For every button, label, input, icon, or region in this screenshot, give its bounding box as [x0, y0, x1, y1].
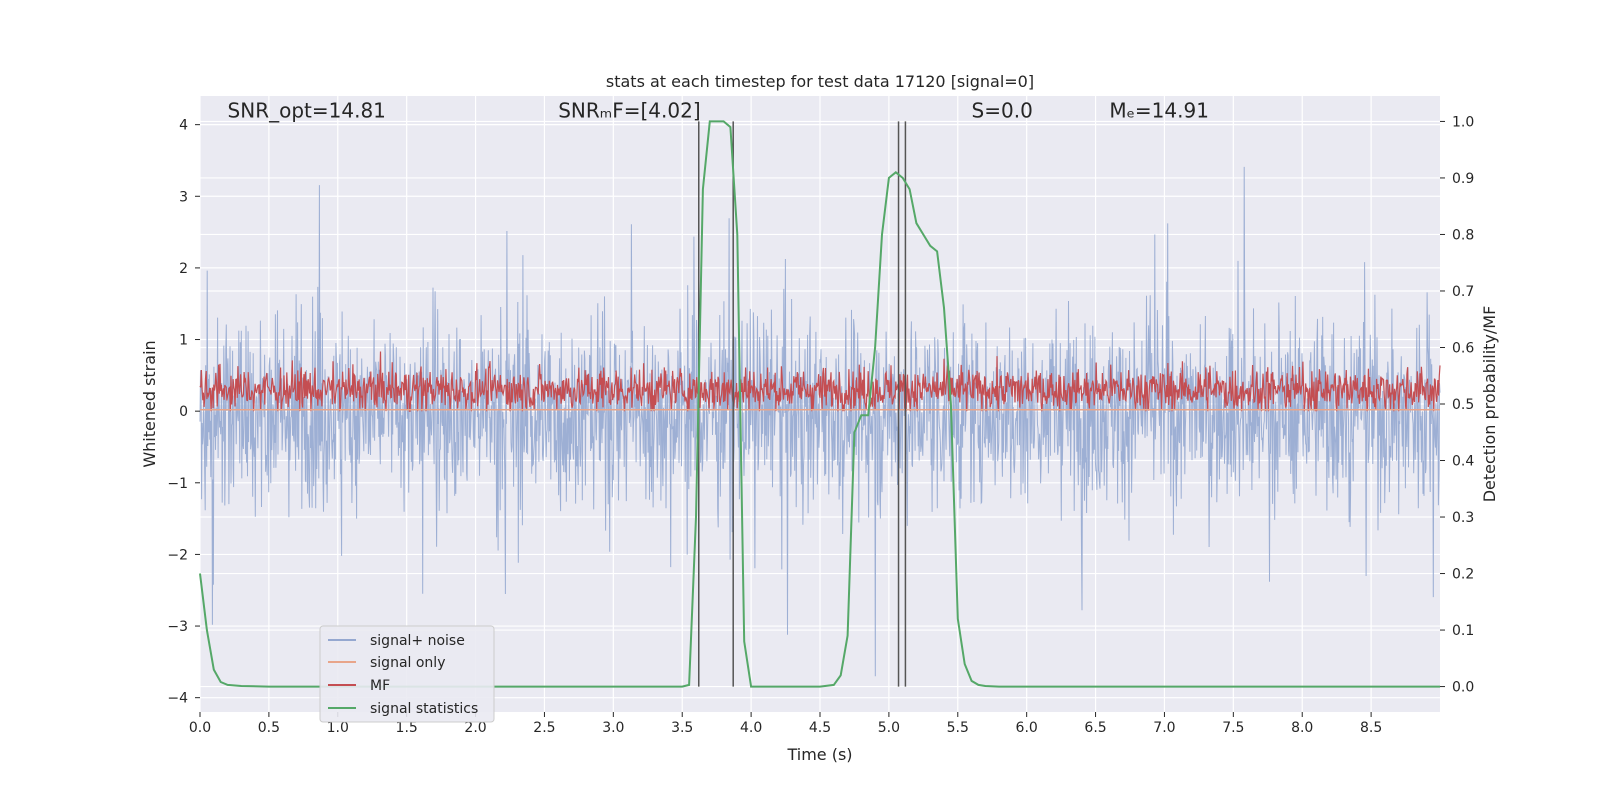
- x-tick-label: 0.5: [258, 720, 280, 736]
- y2-tick-label: 0.4: [1452, 454, 1474, 470]
- legend-label-mf: MF: [370, 678, 390, 694]
- y2-tick-label: 0.9: [1452, 171, 1474, 187]
- y-tick-label: −3: [167, 619, 188, 635]
- chart-title: stats at each timestep for test data 171…: [606, 72, 1034, 91]
- annotation-text: SNR_opt=14.81: [228, 98, 386, 122]
- y-tick-label: −2: [167, 547, 188, 563]
- x-tick-label: 3.0: [602, 720, 624, 736]
- x-tick-label: 1.5: [396, 720, 418, 736]
- x-tick-label: 4.0: [740, 720, 762, 736]
- y2-tick-label: 0.7: [1452, 284, 1474, 300]
- y-tick-label: 4: [179, 118, 188, 134]
- x-tick-label: 2.5: [533, 720, 555, 736]
- x-axis-label: Time (s): [786, 745, 852, 764]
- y2-tick-label: 0.0: [1452, 680, 1474, 696]
- y-tick-label: 3: [179, 189, 188, 205]
- y2-tick-label: 0.8: [1452, 227, 1474, 243]
- y2-tick-label: 0.6: [1452, 340, 1474, 356]
- x-tick-label: 2.0: [464, 720, 486, 736]
- annotation-text: S=0.0: [972, 98, 1033, 122]
- x-tick-label: 7.5: [1222, 720, 1244, 736]
- y-tick-label: −1: [167, 476, 188, 492]
- y-tick-label: −4: [167, 691, 188, 707]
- x-tick-label: 5.5: [947, 720, 969, 736]
- x-tick-label: 6.5: [1084, 720, 1106, 736]
- legend-label-signal-statistics: signal statistics: [370, 701, 478, 717]
- y2-tick-label: 0.5: [1452, 397, 1474, 413]
- y-axis-label: Whitened strain: [140, 340, 159, 467]
- x-axis-ticks: 0.0 0.5 1.0 1.5 2.0 2.5 3.0 3.5 4.0 4.5 5.0 5.5 6.0 6…: [189, 712, 1382, 736]
- x-tick-label: 8.5: [1360, 720, 1382, 736]
- legend-label-signal-only: signal only: [370, 655, 445, 671]
- x-tick-label: 1.0: [327, 720, 349, 736]
- annotation-text: Mₑ=14.91: [1109, 98, 1209, 122]
- y2-tick-label: 0.2: [1452, 567, 1474, 583]
- x-tick-label: 8.0: [1291, 720, 1313, 736]
- signal-statistics-series: [199, 120, 1440, 688]
- annotation-text: SNRₘF=[4.02]: [558, 98, 700, 122]
- x-tick-label: 6.0: [1016, 720, 1038, 736]
- x-tick-label: 7.0: [1153, 720, 1175, 736]
- y2-tick-label: 1.0: [1452, 114, 1474, 130]
- y2-tick-label: 0.1: [1452, 623, 1474, 639]
- legend: signal+ noise signal only MF signal stat…: [319, 625, 495, 723]
- y-axis-ticks: 4 3 2 1 0 −1 −2 −3 −4: [167, 118, 200, 707]
- signal-statistics-line: [199, 120, 1440, 688]
- legend-box: [319, 625, 495, 723]
- y2-tick-label: 0.3: [1452, 510, 1474, 526]
- x-tick-label: 0.0: [189, 720, 211, 736]
- x-tick-label: 3.5: [671, 720, 693, 736]
- y2-axis-ticks: 1.0 0.9 0.8 0.7 0.6 0.5 0.4 0.3 0.2 0.1 0.0: [1440, 114, 1474, 696]
- legend-label-signal-noise: signal+ noise: [370, 633, 465, 649]
- y2-axis-label: Detection probability/MF: [1480, 306, 1499, 503]
- mf-series: [199, 351, 1441, 412]
- annotations: SNR_opt=14.81 SNRₘF=[4.02] S=0.0 Mₑ=14.91: [228, 98, 1209, 122]
- y-tick-label: 0: [179, 404, 188, 420]
- y-tick-label: 2: [179, 261, 188, 277]
- mf-line: [199, 351, 1441, 412]
- x-tick-label: 4.5: [809, 720, 831, 736]
- x-tick-label: 5.0: [878, 720, 900, 736]
- y-tick-label: 1: [179, 333, 188, 349]
